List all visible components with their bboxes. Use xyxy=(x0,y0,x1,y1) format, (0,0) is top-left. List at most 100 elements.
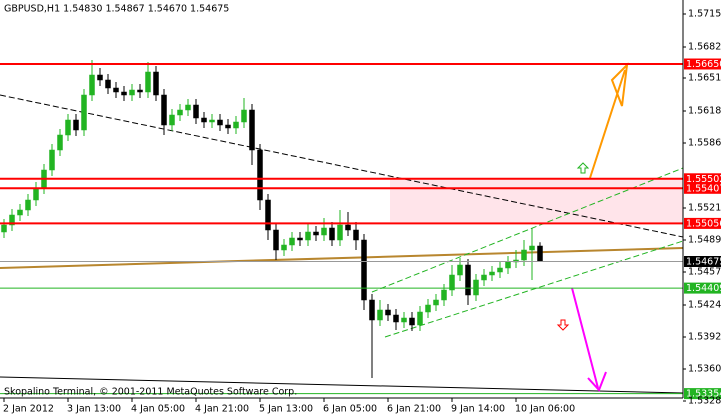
candle-body xyxy=(201,117,207,123)
arrow xyxy=(571,287,607,392)
y-tick-label: 1.56180 xyxy=(688,106,721,117)
candle-body xyxy=(57,134,63,151)
candle-body xyxy=(489,271,495,276)
candle-body xyxy=(49,149,55,171)
x-tick-label: 4 Jan 21:00 xyxy=(195,404,249,415)
y-tick-label: 1.54570 xyxy=(688,267,721,278)
candle-body xyxy=(25,199,31,211)
candle-body xyxy=(185,104,191,111)
candle-body xyxy=(353,229,359,241)
x-tick-label: 4 Jan 05:00 xyxy=(131,404,185,415)
level-label: 1.55056 xyxy=(686,218,721,229)
candle-body xyxy=(449,274,455,291)
up-arrow-icon xyxy=(576,162,590,174)
candle-body xyxy=(537,245,543,262)
candle-body xyxy=(377,309,383,321)
zone xyxy=(390,178,683,222)
candle-body xyxy=(505,261,511,269)
candle-body xyxy=(273,229,279,251)
candle-body xyxy=(401,317,407,323)
level-label-box xyxy=(684,388,721,400)
footer: Skopalino Terminal, © 2001-2011 MetaQuot… xyxy=(4,387,297,398)
candle-body xyxy=(441,289,447,301)
levels: 1.56650 1.555021.55407 1.55056 1.54675 1.544… xyxy=(0,58,721,400)
candle-body xyxy=(313,231,319,236)
candle-body xyxy=(177,109,183,116)
candle-body xyxy=(473,279,479,296)
candle-body xyxy=(113,87,119,93)
candle-body xyxy=(337,224,343,241)
candle-body xyxy=(249,109,255,151)
x-tick-label: 6 Jan 05:00 xyxy=(323,404,377,415)
candle-body xyxy=(129,89,135,96)
candle-body xyxy=(457,264,463,276)
candle-body xyxy=(193,104,199,119)
candle-body xyxy=(369,299,375,321)
level-label-box xyxy=(684,256,721,267)
candle-body xyxy=(257,149,263,201)
candle-body xyxy=(241,109,247,123)
candle-body xyxy=(89,74,95,96)
y-tick-label: 1.54890 xyxy=(688,235,721,246)
y-tick-label: 1.56510 xyxy=(688,73,721,84)
y-tick-label: 1.53600 xyxy=(688,364,721,375)
candle-body xyxy=(521,249,527,261)
x-tick-label: 10 Jan 06:00 xyxy=(515,404,575,415)
candle-body xyxy=(137,89,143,93)
chart-header: GBPUSD,H1 1.54830 1.54867 1.54670 1.5467… xyxy=(4,4,229,15)
candle-body xyxy=(233,121,239,129)
trend-line xyxy=(0,376,684,394)
level-label-box xyxy=(684,58,721,70)
candle-body xyxy=(417,311,423,326)
candle-body xyxy=(497,267,503,273)
y-tick-label: 1.54240 xyxy=(688,300,721,311)
candle-body xyxy=(225,124,231,129)
candle-body xyxy=(425,304,431,313)
level-label: 1.56650 xyxy=(686,59,721,70)
candle-body xyxy=(209,119,215,123)
y-tick-label: 1.56820 xyxy=(688,42,721,53)
candle-body xyxy=(305,231,311,241)
level-label: 1.54409 xyxy=(686,283,721,294)
level-label: 1.55407 xyxy=(686,183,721,194)
level-label: 1.55502 xyxy=(686,174,721,185)
level-label: 1.53354 xyxy=(686,389,721,400)
candle-body xyxy=(265,199,271,231)
candle-body xyxy=(361,239,367,301)
candle-body xyxy=(409,317,415,326)
candle-body xyxy=(65,119,71,136)
candle-body xyxy=(289,237,295,246)
candle-body xyxy=(345,224,351,231)
candle-body xyxy=(217,119,223,126)
level-label: 1.54675 xyxy=(686,257,721,268)
analysis-objects xyxy=(0,62,684,394)
level-label-box xyxy=(684,217,721,229)
y-tick-label: 1.53280 xyxy=(688,396,721,407)
candle-body xyxy=(33,187,39,201)
candle-body xyxy=(161,94,167,126)
candle-body xyxy=(97,74,103,81)
y-tick-label: 1.55860 xyxy=(688,138,721,149)
candle-body xyxy=(105,79,111,89)
down-arrow-icon xyxy=(556,319,570,331)
candle-body xyxy=(281,244,287,251)
x-tick-label: 6 Jan 21:00 xyxy=(387,404,441,415)
candle-body xyxy=(73,119,79,131)
level-label-box xyxy=(684,182,721,194)
candle-body xyxy=(321,227,327,236)
candle-body xyxy=(121,91,127,96)
candle-body xyxy=(9,214,15,226)
candle-body xyxy=(481,274,487,281)
candle-body xyxy=(297,237,303,241)
x-tick-label: 2 Jan 2012 xyxy=(3,404,54,415)
candle-body xyxy=(385,309,391,316)
y-tick-label: 1.55210 xyxy=(688,203,721,214)
x-tick-label: 3 Jan 13:00 xyxy=(67,404,121,415)
arrow xyxy=(589,62,629,179)
channel-line xyxy=(384,240,684,338)
x-tick-label: 5 Jan 13:00 xyxy=(259,404,313,415)
candle-body xyxy=(145,71,151,93)
candle-body xyxy=(465,264,471,296)
candle-body xyxy=(529,245,535,251)
